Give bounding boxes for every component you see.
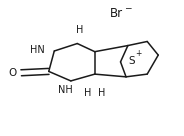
Text: O: O [8,68,17,78]
Text: H: H [84,88,91,98]
Text: H: H [98,88,106,98]
Text: NH: NH [59,85,73,95]
Text: +: + [135,49,142,58]
Text: S: S [128,55,135,66]
Text: −: − [125,4,132,13]
Text: H: H [76,25,84,35]
Text: Br: Br [110,7,123,20]
Text: HN: HN [30,45,45,55]
